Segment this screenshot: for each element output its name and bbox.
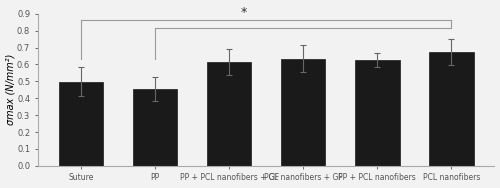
Bar xyxy=(355,60,400,166)
Bar xyxy=(207,62,252,166)
Bar xyxy=(429,52,474,166)
Y-axis label: σmax (N/mm²): σmax (N/mm²) xyxy=(6,54,16,125)
Bar xyxy=(58,82,103,166)
Text: *: * xyxy=(241,6,247,19)
Bar xyxy=(132,89,177,166)
Bar xyxy=(281,58,326,166)
